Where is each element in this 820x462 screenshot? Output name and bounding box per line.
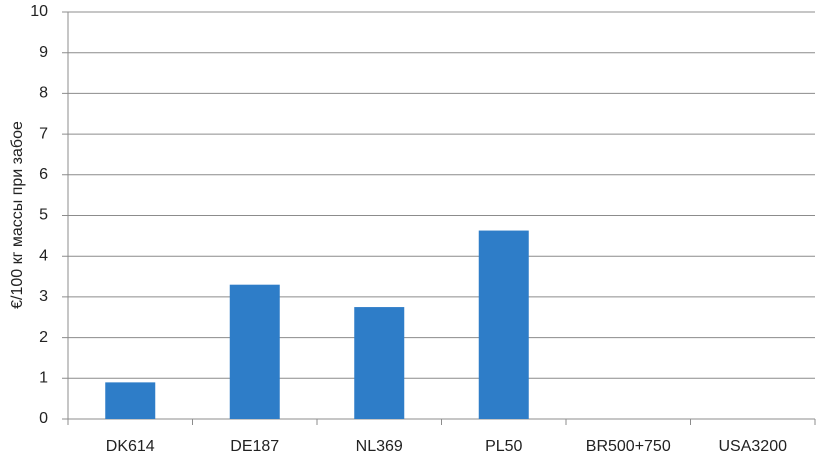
y-tick-label: 5	[39, 207, 48, 224]
y-tick-label: 8	[39, 85, 48, 102]
y-tick-label: 2	[39, 329, 48, 346]
x-tick-label: DE187	[230, 438, 279, 455]
y-tick-label: 4	[39, 247, 48, 264]
y-tick-label: 3	[39, 288, 48, 305]
x-tick-label: BR500+750	[586, 438, 671, 455]
bar	[105, 382, 156, 419]
y-tick-label: 10	[30, 3, 48, 20]
x-tick-label: PL50	[485, 438, 522, 455]
y-axis-label: €/100 кг массы при забое	[9, 121, 26, 309]
x-tick-label: USA3200	[719, 438, 788, 455]
x-tick-label: NL369	[356, 438, 403, 455]
bar	[478, 230, 529, 419]
y-tick-label: 7	[39, 125, 48, 142]
x-tick-label: DK614	[106, 438, 155, 455]
y-tick-label: 6	[39, 166, 48, 183]
bar	[354, 307, 405, 419]
y-tick-label: 0	[39, 410, 48, 427]
y-tick-label: 1	[39, 370, 48, 387]
bar	[229, 284, 280, 419]
y-tick-label: 9	[39, 44, 48, 61]
